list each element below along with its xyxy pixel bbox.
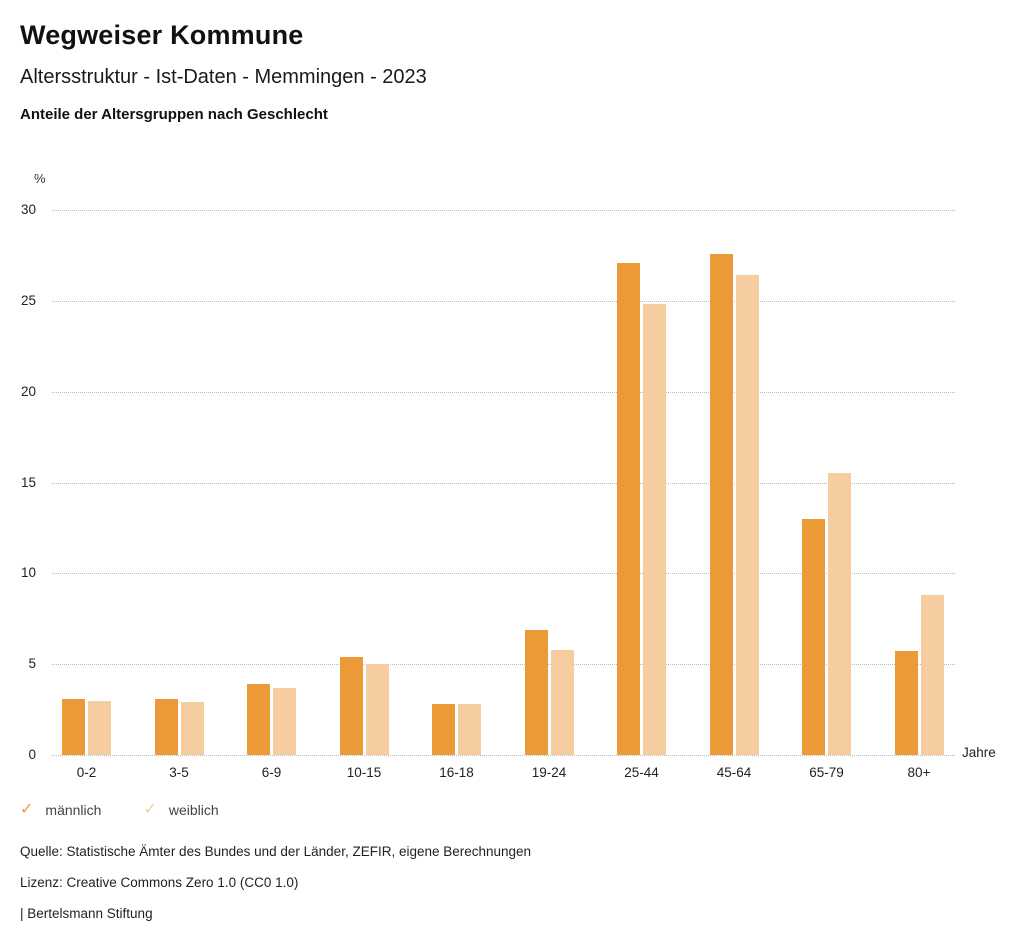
legend: ✓ männlich ✓ weiblich — [20, 801, 261, 819]
y-tick-label-5: 5 — [28, 656, 36, 672]
y-tick-label-20: 20 — [20, 383, 36, 399]
bar-weiblich-80+[interactable] — [920, 595, 944, 755]
bar-männlich-16-18[interactable] — [432, 704, 455, 755]
x-tick-label-3-5: 3-5 — [169, 765, 189, 780]
license-text: Lizenz: Creative Commons Zero 1.0 (CC0 1… — [20, 875, 299, 890]
checkmark-icon: ✓ — [20, 801, 34, 818]
bar-männlich-80+[interactable] — [894, 651, 918, 755]
source-text: Quelle: Statistische Ämter des Bundes un… — [20, 844, 532, 859]
y-tick-label-15: 15 — [20, 474, 36, 490]
x-axis-unit-label: Jahre — [962, 745, 996, 760]
y-tick-label-30: 30 — [20, 202, 36, 217]
chart-heading: Anteile der Altersgruppen nach Geschlech… — [20, 106, 328, 123]
bar-männlich-3-5[interactable] — [154, 698, 178, 755]
gridline-20 — [52, 391, 955, 393]
bar-männlich-0-2[interactable] — [62, 698, 85, 755]
bar-weiblich-16-18[interactable] — [458, 704, 481, 755]
x-tick-label-80+: 80+ — [907, 765, 931, 780]
bar-weiblich-45-64[interactable] — [735, 275, 759, 755]
bar-männlich-65-79[interactable] — [802, 518, 825, 755]
x-tick-label-25-44: 25-44 — [624, 765, 659, 780]
y-axis-unit-label: % — [34, 171, 46, 186]
bar-männlich-6-9[interactable] — [247, 684, 270, 755]
y-tick-label-25: 25 — [20, 292, 36, 308]
bar-weiblich-10-15[interactable] — [365, 664, 389, 755]
x-tick-label-10-15: 10-15 — [346, 765, 382, 780]
plot-area: 0 5 10 15 20 25 30 0-2 3-5 6-9 10-15 16-18 19-24 25-4… — [21, 202, 955, 780]
x-tick-label-19-24: 19-24 — [531, 765, 567, 780]
legend-item-label: männlich — [45, 802, 102, 818]
y-tick-label-0: 0 — [28, 747, 36, 762]
x-tick-label-45-64: 45-64 — [716, 765, 752, 780]
bar-männlich-25-44[interactable] — [617, 262, 640, 755]
x-tick-label-6-9: 6-9 — [261, 765, 282, 780]
x-tick-label-16-18: 16-18 — [439, 765, 474, 780]
gridline-25 — [52, 300, 955, 302]
legend-item-weiblich[interactable]: ✓ weiblich — [143, 801, 219, 819]
legend-item-männlich[interactable]: ✓ männlich — [20, 801, 102, 819]
chart-subtitle: Altersstruktur - Ist-Daten - Memmingen -… — [20, 66, 427, 88]
gridline-10 — [52, 573, 955, 575]
x-tick-label-65-79: 65-79 — [809, 765, 844, 780]
bar-weiblich-25-44[interactable] — [643, 304, 666, 755]
checkmark-icon: ✓ — [143, 801, 157, 818]
gridline-15 — [52, 482, 955, 484]
bar-männlich-10-15[interactable] — [339, 656, 363, 755]
bar-weiblich-19-24[interactable] — [550, 649, 574, 755]
gridline-30 — [52, 210, 955, 211]
bar-weiblich-3-5[interactable] — [180, 702, 204, 755]
bar-weiblich-65-79[interactable] — [828, 473, 851, 755]
gridline-0 — [52, 755, 955, 756]
legend-item-label: weiblich — [168, 802, 219, 818]
bar-männlich-45-64[interactable] — [709, 253, 733, 755]
gridline-5 — [52, 664, 955, 666]
page-title: Wegweiser Kommune — [20, 20, 304, 50]
attribution-text: | Bertelsmann Stiftung — [20, 906, 153, 921]
bar-männlich-19-24[interactable] — [524, 629, 548, 755]
x-tick-label-0-2: 0-2 — [76, 765, 97, 780]
bar-weiblich-0-2[interactable] — [88, 700, 111, 755]
bar-weiblich-6-9[interactable] — [273, 687, 296, 755]
y-tick-label-10: 10 — [20, 565, 36, 581]
